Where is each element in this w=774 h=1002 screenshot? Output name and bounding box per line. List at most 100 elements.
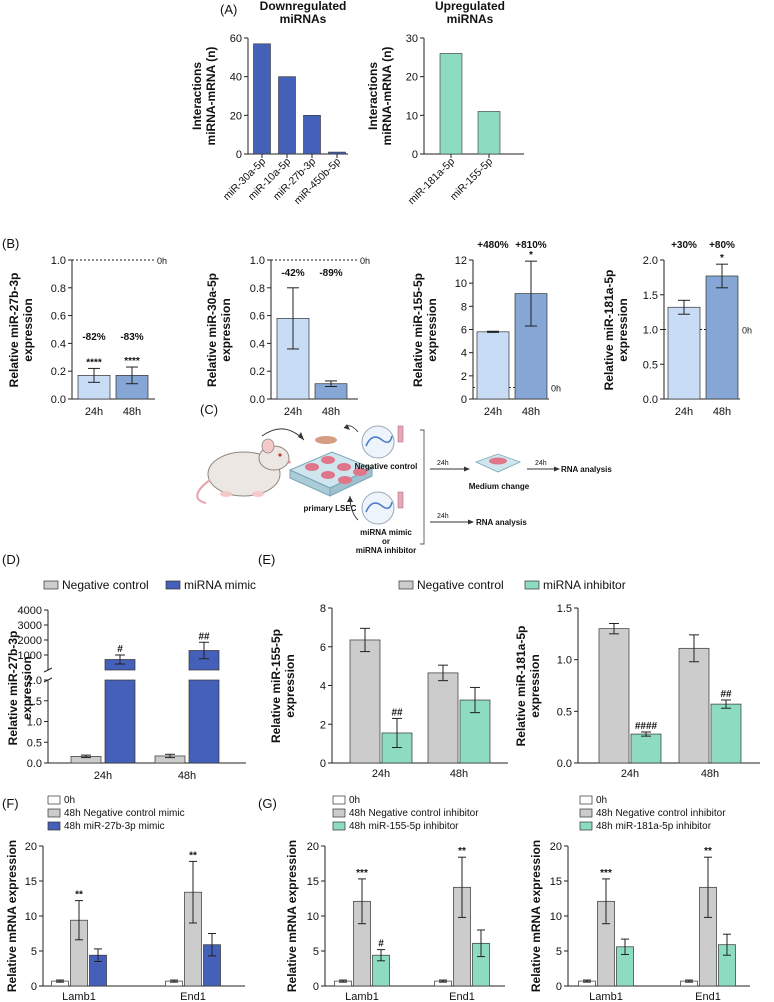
bar [710,703,742,764]
legend-label: 0h [596,795,607,806]
y-axis-label: Relative miR-181a-5p [514,626,528,747]
x-tick-label: 48h [450,768,468,780]
reference-label: 0h [360,256,370,266]
y-tick-label: 4000 [18,605,42,617]
y-tick-label: 0 [412,149,418,161]
legend-label: 0h [349,795,360,806]
x-tick-label: 24h [85,406,103,418]
y-tick-label: 20 [550,841,562,853]
y-tick-label: 0.5 [557,706,572,718]
chart-f-mrna-mimic: 0 5 10 15 20 Relative mRNA expression ** ** Lamb… [5,795,245,1002]
x-tick-label: End1 [180,991,206,1002]
y-tick-label: 10 [406,110,418,122]
y-tick-label: 1.5 [557,603,572,615]
y-axis-label: miRNA-mRNA (n) [204,47,218,146]
x-tick-label: Lamb1 [589,991,623,1002]
chart-d-mir27b-mimic: 0.0 0.5 1.0 1.5 2.0 1000 2000 3000 4000 Relative … [6,578,256,782]
y-tick-label: 0.0 [250,394,265,406]
y-tick-label: 15 [307,876,319,888]
x-tick-label: 48h [522,406,540,418]
panel-label-b: (B) [2,236,19,251]
negative-control-vial-icon [361,425,395,459]
legend-swatch [47,808,61,818]
legend-label: 48h miR-155-5p inhibitor [349,821,459,832]
y-tick-label: 10 [455,278,467,290]
y-axis-label: Relative miR-155-5p [269,629,283,743]
significance-mark: **** [124,356,140,367]
significance-mark: ## [198,631,210,642]
x-tick-label: End1 [449,991,475,1002]
y-axis-label: expression [219,298,233,361]
arrow-rat-to-culture [261,428,305,441]
bar [630,733,662,764]
legend-swatch [579,808,593,818]
significance-mark: ** [458,846,466,857]
y-tick-label: 0 [313,981,319,993]
y-tick-label: 0.2 [51,366,66,378]
legend-label: 0h [64,795,75,806]
y-tick-label: 2000 [18,635,42,647]
reference-label: 0h [157,256,167,266]
label-medium-change: Medium change [469,482,530,491]
y-tick-label: 20 [307,841,319,853]
legend-swatch [332,808,346,818]
bar [705,275,739,400]
y-tick-label: 1.0 [250,255,265,267]
x-tick-label: Lamb1 [62,991,96,1002]
label-mimic-line3: miRNA inhibitor [356,546,417,555]
legend-label: Negative control [62,578,149,592]
y-tick-label: 0 [31,981,37,993]
label-time-2: 24h [535,460,547,467]
y-axis-label: Relative miR-181a-5p [602,270,616,391]
x-tick-label: 24h [372,768,390,780]
y-tick-label: 1.5 [27,696,42,708]
label-rna-analysis-1: RNA analysis [561,465,612,474]
legend-swatch [47,795,61,805]
reference-label: 0h [742,326,752,336]
y-tick-label: 10 [25,911,37,923]
percent-change-label: -82% [82,332,105,343]
bar [253,43,271,155]
x-tick-label: Lamb1 [345,991,379,1002]
legend-swatch [332,795,346,805]
bar [278,76,296,155]
percent-change-label: +810% [515,240,547,251]
y-tick-label: 4 [320,681,326,693]
label-time-3: 24h [437,513,449,520]
x-tick-label: 24h [675,406,693,418]
y-tick-label: 30 [406,33,418,45]
significance-mark: *** [600,868,612,879]
label-mimic-line1: miRNA mimic [360,528,412,537]
bar [349,639,381,764]
chart-title: Upregulated [435,0,505,13]
brace [420,429,425,545]
significance-mark: *** [356,868,368,879]
bar [104,679,136,764]
y-tick-label: 5 [556,946,562,958]
y-tick-label: 0.2 [250,366,265,378]
y-tick-label: 0 [236,149,242,161]
legend-label: Negative control [417,578,504,592]
panel-label-d: (D) [2,552,20,567]
y-axis-label: Relative miR-155-5p [411,273,425,387]
panel-label-f: (F) [2,796,19,811]
axis-break-mark [43,667,53,673]
y-tick-label: 60 [230,33,242,45]
x-tick-label: End1 [695,991,721,1002]
y-tick-label: 1.5 [643,290,658,302]
rat-illustration [196,438,291,504]
legend-swatch [398,580,414,590]
legend-label: 48h Negative control mimic [64,808,185,819]
legend-label: miRNA mimic [184,578,256,592]
y-tick-label: 3000 [18,620,42,632]
bar [427,672,459,764]
significance-mark: ## [720,689,732,700]
y-tick-label: 0.8 [250,283,265,295]
y-axis-label: Relative miR-27b-3p [7,273,21,388]
y-tick-label: 5 [31,946,37,958]
mimic-inhibitor-vial-icon [361,491,395,525]
x-tick-label: 24h [484,406,502,418]
x-tick-label: 48h [701,768,719,780]
